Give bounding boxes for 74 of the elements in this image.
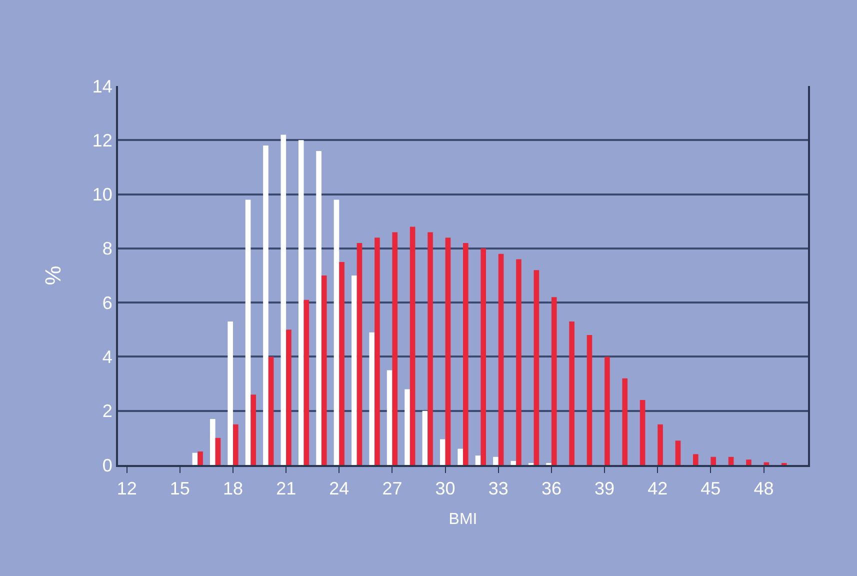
bar xyxy=(493,456,498,465)
x-tick-label: 33 xyxy=(488,478,508,499)
bar xyxy=(374,238,380,465)
x-tick-label: 48 xyxy=(754,478,774,499)
bar xyxy=(475,456,481,465)
x-tick-label: 39 xyxy=(594,478,615,499)
bar xyxy=(339,262,344,465)
x-tick-label: 42 xyxy=(648,478,668,499)
x-axis-title: BMI xyxy=(448,510,478,528)
bar xyxy=(369,332,375,465)
y-axis-title: % xyxy=(40,266,66,286)
bar xyxy=(321,276,327,465)
bar xyxy=(356,243,362,465)
y-tick-label: 8 xyxy=(102,238,112,259)
x-tick-label: 12 xyxy=(116,478,137,499)
y-tick-label: 4 xyxy=(102,347,112,368)
bar xyxy=(268,356,274,465)
bar xyxy=(604,356,610,465)
bar xyxy=(245,200,251,465)
bar xyxy=(386,370,392,465)
bar xyxy=(215,438,221,465)
bar xyxy=(298,140,304,465)
bar xyxy=(422,410,428,465)
x-tick-label: 45 xyxy=(700,478,721,499)
bar xyxy=(586,335,592,465)
bar xyxy=(551,297,557,465)
bar xyxy=(658,424,663,465)
x-tick-label: 36 xyxy=(541,478,562,499)
bar xyxy=(622,378,628,465)
bar xyxy=(233,424,238,465)
bar xyxy=(334,200,340,465)
bar xyxy=(516,259,522,465)
bar xyxy=(210,418,216,465)
bar xyxy=(640,400,646,465)
bar xyxy=(352,276,357,465)
bar xyxy=(458,448,463,465)
bar xyxy=(710,456,716,465)
bar xyxy=(404,389,410,465)
y-tick-label: 0 xyxy=(102,455,112,476)
bar xyxy=(280,134,286,465)
bar xyxy=(392,232,398,465)
bar xyxy=(304,300,310,465)
bar xyxy=(428,232,433,465)
bar xyxy=(316,150,322,465)
x-tick-label: 15 xyxy=(170,478,190,499)
bar xyxy=(250,394,256,465)
bar xyxy=(534,270,540,465)
bar xyxy=(463,243,468,465)
x-tick-label: 21 xyxy=(276,478,296,499)
y-tick-label: 6 xyxy=(102,292,112,313)
y-tick-label: 12 xyxy=(92,130,112,150)
bar xyxy=(228,322,233,465)
x-tick-label: 24 xyxy=(329,478,350,499)
bar xyxy=(286,330,292,465)
x-tick-label: 27 xyxy=(382,478,402,499)
bar xyxy=(198,451,203,465)
bar xyxy=(498,254,504,465)
y-tick-label: 2 xyxy=(102,401,112,422)
bar xyxy=(569,322,574,465)
x-tick-label: 18 xyxy=(222,478,244,499)
bar xyxy=(510,460,516,465)
bar xyxy=(410,226,416,465)
bar xyxy=(746,460,752,465)
bar xyxy=(192,452,198,465)
y-tick-label: 10 xyxy=(92,184,112,205)
bar xyxy=(675,440,681,465)
bar xyxy=(263,146,268,465)
x-tick-label: 30 xyxy=(435,478,456,499)
bar xyxy=(445,238,451,465)
bar xyxy=(728,456,734,465)
bar xyxy=(440,439,446,465)
y-tick-label: 14 xyxy=(92,76,112,96)
bar xyxy=(480,248,486,465)
bar xyxy=(693,454,698,465)
